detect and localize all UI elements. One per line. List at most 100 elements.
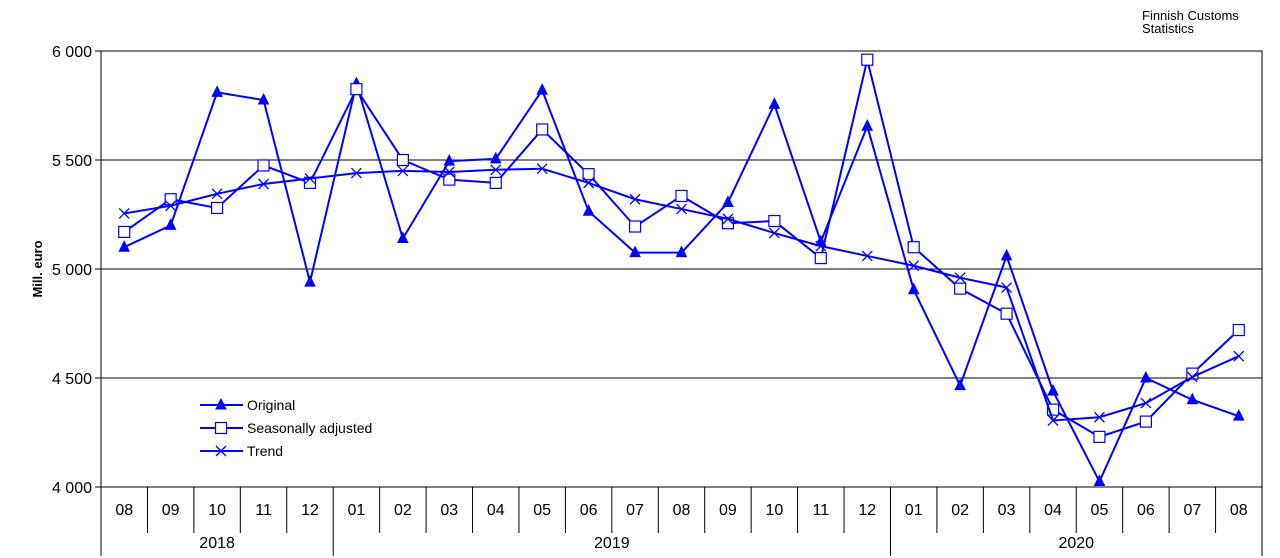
marker-stroke <box>490 164 502 176</box>
trend-point <box>1094 411 1105 423</box>
x-tick-label: 08 <box>673 502 691 519</box>
legend-item-original: Original <box>200 397 295 413</box>
marker-stroke <box>304 173 316 184</box>
year-label: 2018 <box>199 535 235 552</box>
year-label: 2020 <box>1058 535 1094 552</box>
legend-label: Trend <box>247 443 283 459</box>
x-tick-label: 01 <box>905 502 923 519</box>
trend-point <box>118 207 130 219</box>
trend-point <box>722 213 734 225</box>
x-tick-label: 10 <box>208 502 226 519</box>
y-tick-label: 5 000 <box>52 262 92 279</box>
trend-point <box>908 260 920 272</box>
trend-point <box>768 227 780 239</box>
seasonally-adjusted-point <box>489 176 502 189</box>
seasonally-adjusted-point <box>1000 307 1013 320</box>
x-tick-label: 09 <box>162 502 180 519</box>
trend-point <box>1047 415 1059 426</box>
x-tick-label: 07 <box>626 502 644 519</box>
original-point <box>722 195 734 208</box>
original-point <box>118 240 131 252</box>
x-tick-label: 02 <box>951 502 969 519</box>
x-tick-label: 11 <box>255 502 272 519</box>
trend-point <box>1001 282 1013 293</box>
trend-point <box>443 166 455 178</box>
seasonally-adjusted-point <box>721 217 735 230</box>
original-point <box>1047 383 1059 396</box>
marker-stroke <box>350 167 362 179</box>
marker-stroke <box>1186 371 1198 383</box>
trend-point <box>815 240 827 252</box>
x-tick-label: 12 <box>858 502 876 519</box>
trend-point <box>629 193 641 205</box>
series-layer <box>118 53 1245 487</box>
source-line-1: Finnish Customs <box>1142 8 1239 23</box>
original-point <box>1140 370 1152 383</box>
seasonally-adjusted-point <box>211 201 224 215</box>
y-tick-label: 4 500 <box>52 371 92 388</box>
y-tick-label: 5 500 <box>52 153 92 170</box>
legend-item-seasonally-adjusted: Seasonally adjusted <box>200 420 372 436</box>
y-tick-label: 6 000 <box>52 44 92 61</box>
year-label: 2019 <box>594 535 630 552</box>
original-point <box>211 85 223 97</box>
x-tick-label: 05 <box>533 502 551 519</box>
original-point <box>861 119 874 131</box>
marker-stroke <box>815 240 827 252</box>
original-point <box>768 97 781 109</box>
legend-marker <box>214 421 228 435</box>
seasonally-adjusted-point <box>303 176 317 189</box>
original-point <box>1232 409 1245 421</box>
trend-point <box>861 250 873 262</box>
seasonally-adjusted-point <box>1046 403 1060 416</box>
marker-stroke <box>443 166 455 178</box>
original-point <box>304 274 316 287</box>
marker-stroke <box>954 272 966 284</box>
marker-stroke <box>1140 397 1152 409</box>
x-tick-label: 06 <box>1137 502 1155 519</box>
y-axis: 4 000 4 500 5 000 5 500 6 000 <box>52 44 101 497</box>
seasonally-adjusted-point <box>1093 430 1106 443</box>
marker-stroke <box>397 165 409 177</box>
trend-point <box>676 203 687 215</box>
trend-point <box>211 188 223 200</box>
x-tick-label: 12 <box>301 502 319 519</box>
original-point <box>443 153 456 166</box>
seasonally-adjusted-point <box>350 83 363 96</box>
trend-point <box>258 178 269 190</box>
marker-stroke <box>165 200 177 212</box>
x-tick-label: 09 <box>719 502 737 519</box>
marker-stroke <box>536 163 548 175</box>
trend-point <box>1186 371 1198 383</box>
series-trend <box>118 163 1245 426</box>
trend-point <box>304 173 316 184</box>
x-tick-label: 03 <box>998 502 1016 519</box>
x-tick-label: 02 <box>394 502 412 519</box>
original-point <box>954 378 966 391</box>
seasonally-adjusted-point <box>768 214 781 228</box>
legend-label: Original <box>247 397 295 413</box>
seasonally-adjusted-point <box>536 123 549 136</box>
legend: Original Seasonally adjusted Trend <box>200 397 372 459</box>
original-point <box>629 245 641 258</box>
seasonally-adjusted-point <box>628 220 642 233</box>
original-point <box>582 204 595 216</box>
marker-stroke <box>1047 415 1059 426</box>
source-line-2: Statistics <box>1142 21 1195 36</box>
seasonally-adjusted-point <box>814 252 827 265</box>
x-tick-label: 04 <box>487 502 505 519</box>
original-point <box>1186 392 1199 405</box>
marker-stroke <box>258 178 269 190</box>
original-point <box>397 231 409 243</box>
x-tick-label: 05 <box>1091 502 1109 519</box>
trend-point <box>1233 350 1245 362</box>
marker-stroke <box>1001 282 1013 293</box>
seasonally-adjusted-point <box>118 225 131 239</box>
seasonally-adjusted-point <box>1139 415 1153 428</box>
original-point <box>257 92 270 105</box>
y-tick-label: 4 000 <box>52 480 92 497</box>
source-note: Finnish Customs Statistics <box>1142 9 1239 35</box>
trend-point <box>583 177 595 189</box>
seasonally-adjusted-point <box>582 168 595 181</box>
marker-stroke <box>676 203 687 215</box>
